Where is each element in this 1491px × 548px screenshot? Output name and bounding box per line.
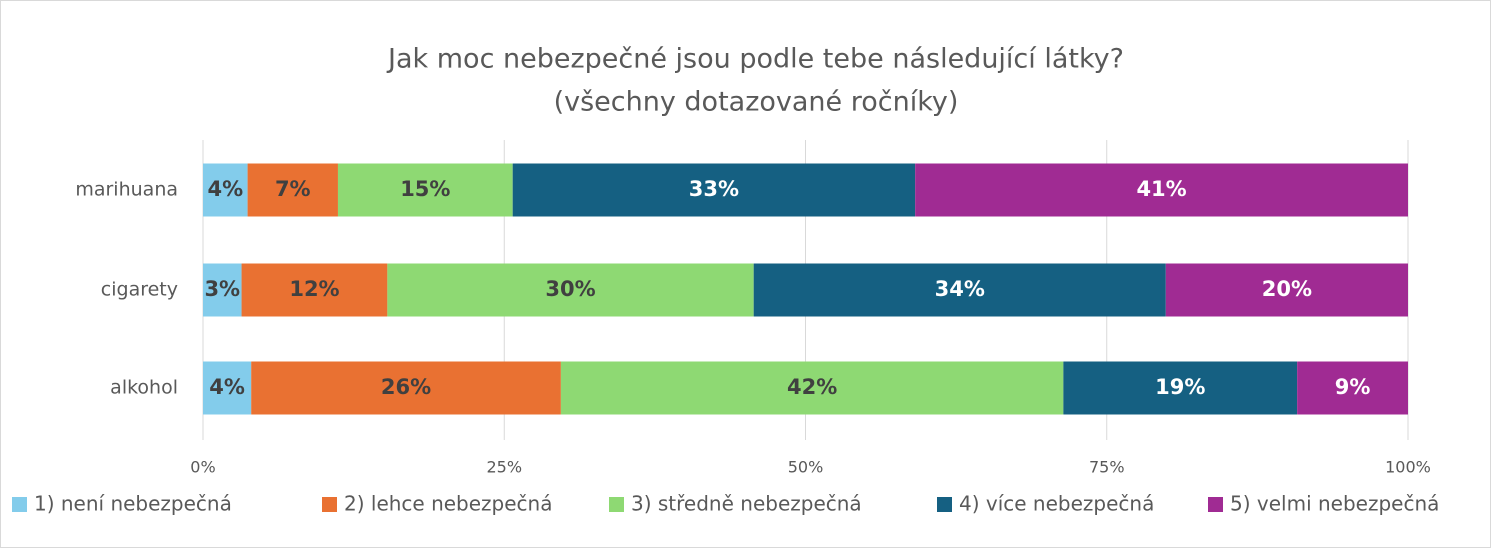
x-tick-label: 100% — [1385, 458, 1431, 477]
y-tick-label: marihuana — [75, 179, 178, 201]
legend-label: 2) lehce nebezpečná — [344, 492, 553, 516]
legend-label: 5) velmi nebezpečná — [1230, 492, 1439, 516]
data-label: 7% — [275, 177, 311, 201]
bar-segment — [1063, 361, 1298, 415]
x-tick-label: 0% — [190, 458, 215, 477]
y-tick-label: cigarety — [101, 279, 178, 301]
data-label: 4% — [207, 177, 243, 201]
bar-segment — [251, 361, 561, 415]
bar-segment — [512, 163, 916, 217]
bar-segment — [337, 163, 513, 217]
data-label: 15% — [400, 177, 450, 201]
legend-swatch — [1208, 497, 1223, 512]
data-label: 42% — [787, 375, 837, 399]
bar-segment — [387, 263, 754, 317]
legend-label: 4) více nebezpečná — [959, 492, 1154, 516]
legend-swatch — [609, 497, 624, 512]
bar-segment — [247, 163, 338, 217]
y-tick-label: alkohol — [110, 377, 178, 399]
data-label: 4% — [209, 375, 245, 399]
data-label: 12% — [289, 277, 339, 301]
bar-segment — [203, 361, 252, 415]
legend-swatch — [937, 497, 952, 512]
data-label: 20% — [1262, 277, 1312, 301]
x-tick-label: 75% — [1089, 458, 1125, 477]
legend-swatch — [322, 497, 337, 512]
legend-swatch — [12, 497, 27, 512]
data-label: 19% — [1155, 375, 1205, 399]
bar-segment — [560, 361, 1064, 415]
x-tick-label: 50% — [788, 458, 824, 477]
legend-label: 3) středně nebezpečná — [631, 492, 862, 516]
bar-segment — [241, 263, 388, 317]
bar-segment — [203, 263, 242, 317]
data-label: 41% — [1136, 177, 1186, 201]
bar-segment — [1297, 361, 1408, 415]
chart-title: Jak moc nebezpečné jsou podle tebe násle… — [386, 44, 1124, 75]
data-label: 9% — [1335, 375, 1371, 399]
bar-segment — [203, 163, 248, 217]
data-label: 3% — [204, 277, 240, 301]
data-label: 34% — [935, 277, 985, 301]
data-label: 33% — [689, 177, 739, 201]
bar-segment — [1165, 263, 1408, 317]
bar-segment — [753, 263, 1166, 317]
chart-subtitle: (všechny dotazované ročníky) — [554, 87, 959, 118]
legend-label: 1) není nebezpečná — [34, 492, 232, 516]
x-tick-label: 25% — [486, 458, 522, 477]
data-label: 30% — [545, 277, 595, 301]
bar-segment — [915, 163, 1408, 217]
data-label: 26% — [381, 375, 431, 399]
